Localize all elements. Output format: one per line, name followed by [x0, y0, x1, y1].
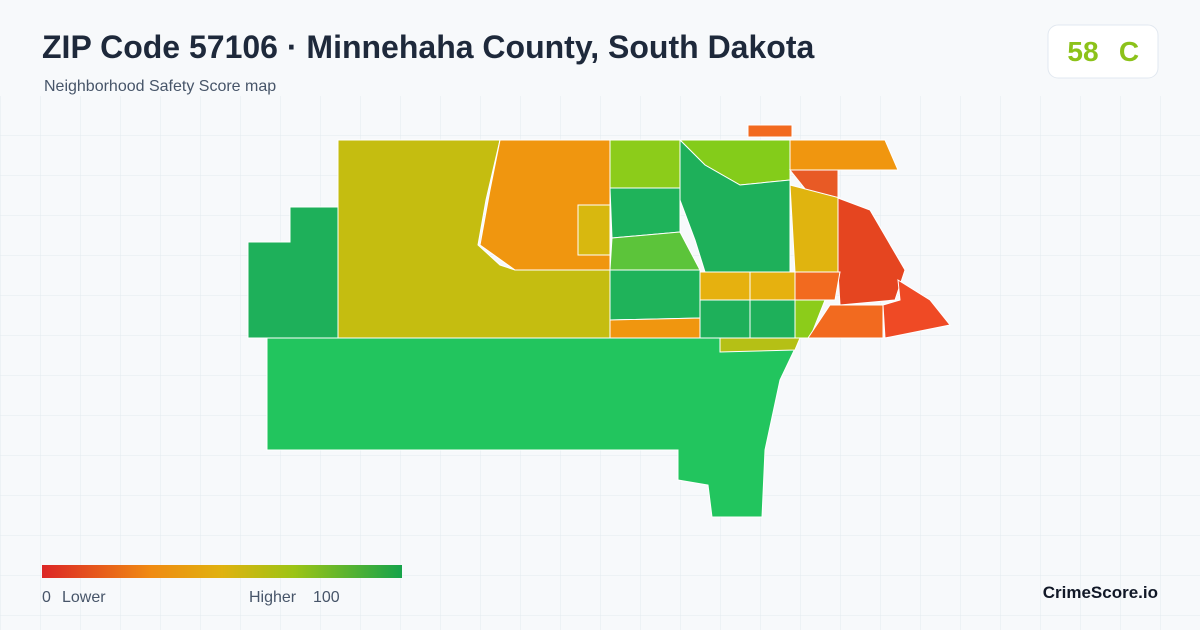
- zip-map: [247, 124, 951, 518]
- score-grade: C: [1119, 36, 1139, 67]
- legend-max: 100: [313, 589, 340, 606]
- legend-max-label: Higher: [249, 589, 297, 606]
- legend-scale: [42, 565, 402, 578]
- legend-min: 0: [42, 589, 51, 606]
- score-value: 58: [1067, 36, 1098, 67]
- subtitle: Neighborhood Safety Score map: [44, 78, 276, 95]
- title: ZIP Code 57106 · Minnehaha County, South…: [42, 29, 814, 65]
- legend-min-label: Lower: [62, 589, 106, 606]
- brand: CrimeScore.io: [1043, 583, 1158, 602]
- score-card: [1047, 24, 1159, 79]
